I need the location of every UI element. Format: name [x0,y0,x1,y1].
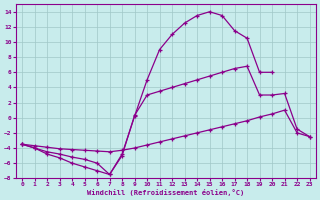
X-axis label: Windchill (Refroidissement éolien,°C): Windchill (Refroidissement éolien,°C) [87,189,244,196]
